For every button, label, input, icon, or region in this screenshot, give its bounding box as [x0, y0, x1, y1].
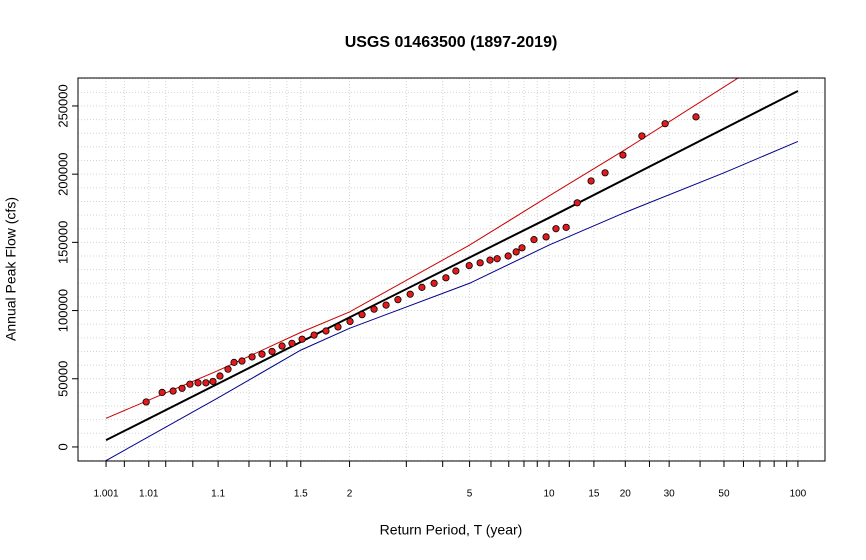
fit-line	[105, 90, 799, 442]
data-point	[194, 379, 202, 387]
x-axis-label: Return Period, T (year)	[380, 522, 523, 538]
data-point	[542, 233, 550, 241]
y-tick-label: 200000	[55, 152, 70, 195]
fit-line	[105, 78, 740, 419]
data-point	[452, 267, 460, 275]
data-point	[370, 305, 378, 313]
data-point	[268, 347, 276, 356]
data-point	[587, 177, 595, 185]
data-point	[224, 365, 232, 373]
data-point	[358, 311, 366, 319]
plot-area	[105, 78, 799, 461]
data-point	[209, 377, 217, 386]
data-point	[142, 398, 150, 406]
data-point	[382, 301, 390, 309]
x-tick-label: 50	[718, 489, 730, 500]
grid	[78, 78, 825, 462]
y-axis-label: Annual Peak Flow (cfs)	[3, 197, 19, 341]
x-tick-label: 2	[347, 489, 353, 500]
y-tick-label: 0	[55, 443, 70, 450]
data-point	[202, 379, 210, 387]
data-point	[216, 372, 224, 380]
axes: 1.001 1.01 1.1 1.5 2 5 10 15 20 30 50 100 0 50000 1000…	[55, 84, 806, 499]
chart-title: USGS 01463500 (1897-2019)	[345, 34, 558, 51]
data-point	[486, 256, 494, 264]
data-point	[310, 331, 318, 339]
plot-frame	[77, 77, 826, 462]
data-point	[346, 317, 354, 326]
data-point	[158, 388, 166, 396]
data-point	[476, 259, 484, 267]
data-point	[278, 342, 286, 350]
data-point	[573, 199, 581, 207]
data-point	[493, 255, 501, 263]
y-tick-label: 150000	[55, 221, 70, 264]
data-point	[512, 248, 520, 256]
data-point	[178, 384, 186, 392]
x-tick-label: 1.001	[94, 489, 119, 500]
data-point	[552, 225, 560, 233]
x-tick-label: 1.01	[139, 489, 159, 500]
x-tick-label: 10	[543, 489, 555, 500]
data-point	[562, 223, 570, 231]
x-tick-label: 15	[588, 489, 600, 500]
y-tick-label: 250000	[55, 84, 70, 127]
data-point	[248, 353, 256, 361]
data-point	[298, 335, 306, 343]
data-point	[661, 120, 669, 128]
data-point	[169, 387, 177, 395]
x-tick-label: 20	[620, 489, 632, 500]
data-point	[394, 296, 402, 304]
data-point	[288, 339, 296, 347]
data-point	[442, 274, 450, 282]
x-tick-label: 5	[467, 489, 473, 500]
y-tick-label: 100000	[55, 289, 70, 332]
y-tick-label: 50000	[55, 361, 70, 397]
data-point	[692, 113, 700, 121]
data-point	[638, 132, 646, 140]
data-point	[406, 290, 414, 298]
x-tick-label: 30	[664, 489, 676, 500]
x-tick-label: 1.5	[294, 489, 308, 500]
data-point	[530, 236, 538, 244]
data-point	[504, 252, 512, 260]
fit-line	[105, 140, 799, 461]
data-point	[601, 169, 609, 177]
data-point	[619, 151, 627, 159]
data-point	[418, 283, 426, 291]
data-point	[334, 323, 342, 331]
x-tick-label: 100	[790, 489, 807, 500]
data-point	[258, 350, 266, 358]
data-point	[430, 279, 438, 287]
data-point	[230, 358, 238, 366]
data-point	[238, 357, 246, 365]
data-point	[465, 261, 473, 270]
data-point	[186, 380, 194, 388]
x-tick-label: 1.1	[211, 489, 225, 500]
data-point	[322, 327, 330, 335]
data-point	[518, 244, 526, 252]
